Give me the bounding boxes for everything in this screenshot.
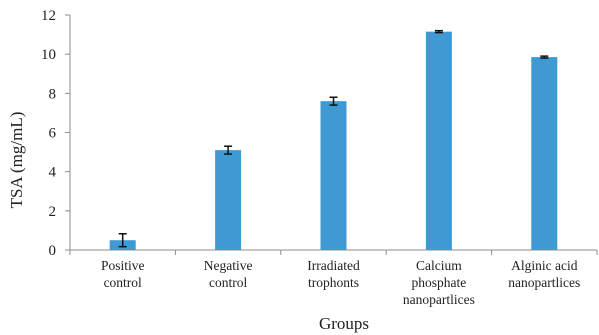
category-label-line: phosphate [412, 275, 467, 290]
x-axis [69, 249, 598, 255]
category-labels: Positive control Negative control Irradiated… [101, 258, 580, 307]
error-bar [329, 96, 338, 106]
y-tick-label: 12 [41, 8, 56, 24]
category-label-line: trophonts [308, 275, 359, 290]
y-tick-label: 10 [41, 47, 56, 63]
category-label: Alginic acid nanopartlices [508, 258, 580, 290]
error-bar [434, 29, 443, 34]
bar [425, 31, 452, 251]
y-tick-label: 6 [49, 126, 57, 142]
x-axis-title: Groups [319, 314, 369, 333]
category-label: Irradiated trophonts [307, 258, 360, 290]
error-bar [540, 55, 549, 59]
category-label-line: Alginic acid [511, 258, 578, 273]
y-axis: 0 2 4 6 8 10 12 [41, 8, 71, 259]
bars [109, 31, 558, 251]
category-label-line: nanopartlices [403, 292, 475, 307]
category-label-line: Positive [101, 258, 145, 273]
bar [215, 150, 242, 250]
category-label-line: control [104, 275, 142, 290]
category-label: Negative control [204, 258, 253, 290]
y-tick-label: 2 [49, 204, 57, 220]
y-tick-label: 4 [49, 165, 57, 181]
category-label-line: Irradiated [307, 258, 360, 273]
error-bars [118, 29, 549, 248]
category-label-line: Calcium [416, 258, 462, 273]
bar [320, 101, 347, 251]
bar [531, 57, 558, 250]
category-label-line: control [209, 275, 247, 290]
category-label: Positive control [101, 258, 145, 290]
category-label-line: Negative [204, 258, 253, 273]
category-label-line: nanopartlices [508, 275, 580, 290]
y-axis-title: TSA (mg/mL) [7, 112, 26, 209]
y-tick-label: 0 [49, 243, 57, 259]
error-bar [224, 145, 233, 155]
error-bar [118, 232, 127, 248]
y-tick-label: 8 [49, 86, 57, 102]
category-label: Calcium phosphate nanopartlices [403, 258, 475, 307]
